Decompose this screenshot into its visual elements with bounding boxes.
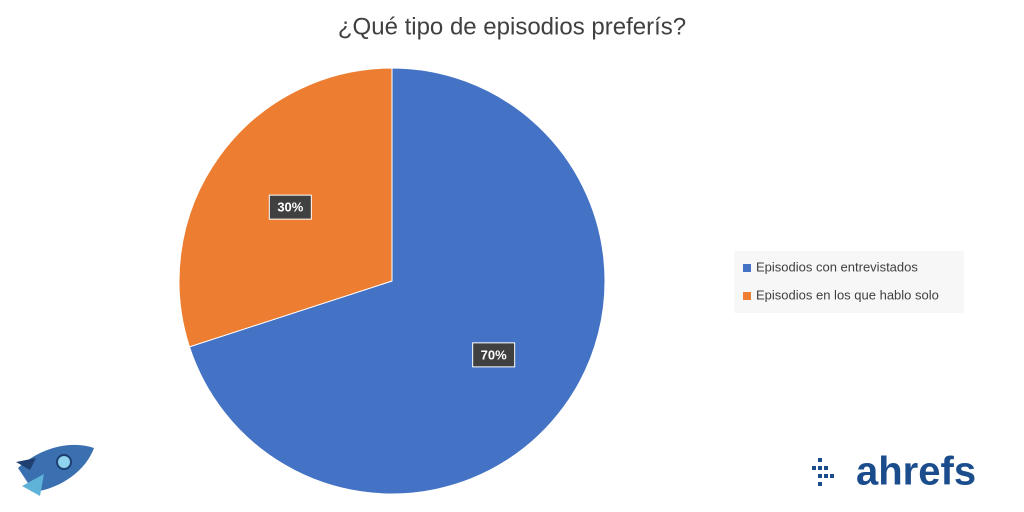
watermark: ahrefs bbox=[856, 450, 976, 494]
legend-label: Episodios con entrevistados bbox=[756, 259, 918, 274]
legend-swatch bbox=[743, 292, 751, 300]
pie: 70% 30% bbox=[178, 67, 606, 495]
data-label-box bbox=[268, 194, 312, 220]
chart-title: ¿Qué tipo de episodios preferís? bbox=[338, 13, 686, 40]
data-label: 30% bbox=[277, 200, 303, 215]
data-label-box bbox=[472, 342, 516, 368]
legend-box bbox=[734, 251, 964, 313]
data-label: 70% bbox=[481, 347, 507, 362]
legend-swatch bbox=[743, 264, 751, 272]
legend: Episodios con entrevistados Episodios en … bbox=[743, 259, 939, 302]
rocket-icon bbox=[16, 444, 94, 496]
ahrefs-logo: ahrefs bbox=[812, 450, 976, 494]
legend-label: Episodios en los que hablo solo bbox=[756, 287, 939, 302]
pie-slice bbox=[188, 67, 606, 495]
